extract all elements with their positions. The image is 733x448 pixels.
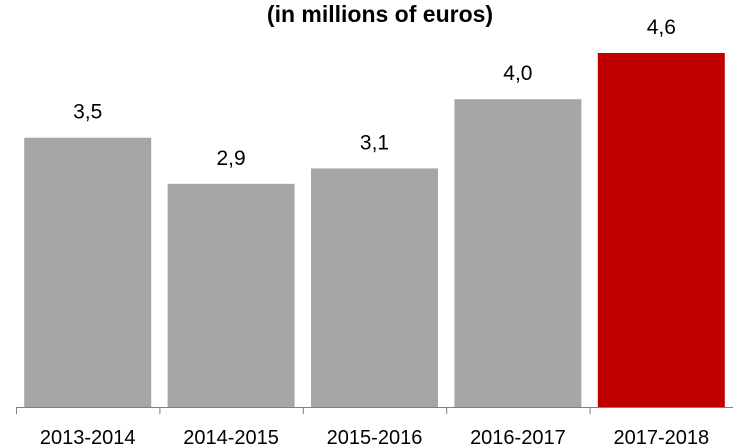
value-label-2015-2016: 3,1 [360, 131, 389, 154]
x-axis-ticks [16, 407, 591, 414]
bar-2015-2016 [311, 168, 438, 407]
value-label-2013-2014: 3,5 [73, 101, 102, 124]
bar-2017-2018 [597, 53, 725, 407]
bar-2013-2014 [24, 137, 152, 407]
tick-label-2017-2018: 2017-2018 [613, 427, 709, 448]
bars-group [24, 53, 725, 407]
value-label-2016-2017: 4,0 [503, 62, 532, 85]
x-axis-tick-labels: 2013-2014 2014-2015 2015-2016 2016-2017 2017… [40, 427, 709, 448]
chart-title: (in millions of euros) [267, 1, 493, 27]
tick-label-2016-2017: 2016-2017 [470, 427, 566, 448]
value-label-2017-2018: 4,6 [647, 16, 676, 39]
bar-2016-2017 [454, 99, 582, 407]
tick-label-2013-2014: 2013-2014 [40, 427, 136, 448]
value-labels-group: 3,5 2,9 3,1 4,0 4,6 [73, 16, 676, 170]
value-label-2014-2015: 2,9 [216, 147, 245, 170]
bar-2014-2015 [167, 183, 295, 407]
tick-label-2015-2016: 2015-2016 [327, 427, 423, 448]
tick-label-2014-2015: 2014-2015 [183, 427, 279, 448]
